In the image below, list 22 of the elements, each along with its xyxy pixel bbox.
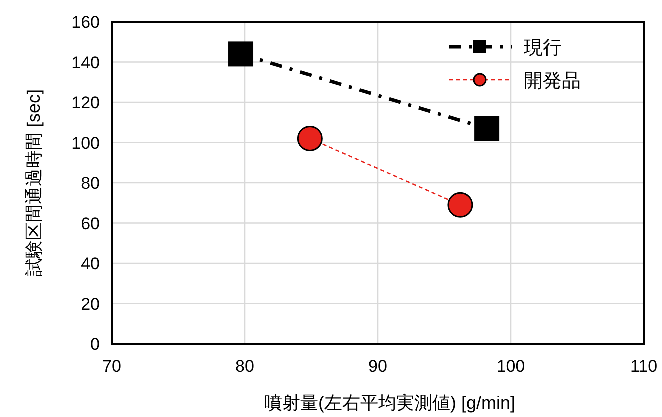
y-tick-label: 120 xyxy=(72,94,100,112)
point xyxy=(474,116,500,142)
y-axis-title: 試験区間通過時間 [sec] xyxy=(24,89,44,277)
y-tick-label: 40 xyxy=(81,254,100,274)
x-tick-label: 70 xyxy=(102,357,122,376)
x-axis-title: 噴射量(左右平均実測値) [g/min] xyxy=(264,393,516,413)
x-tick-label: 110 xyxy=(630,357,658,376)
y-tick-label: 160 xyxy=(72,13,100,32)
y-tick-label: 20 xyxy=(81,294,100,314)
y-tick-label: 60 xyxy=(81,214,100,234)
point xyxy=(297,126,323,152)
x-tick-label: 90 xyxy=(368,357,388,376)
y-tick-label: 80 xyxy=(81,174,100,193)
legend-label: 開発品 xyxy=(524,71,581,92)
y-tick-label: 0 xyxy=(90,335,100,354)
y-tick-label: 140 xyxy=(72,53,100,72)
x-tick-label: 100 xyxy=(496,357,526,376)
legend-label: 現行 xyxy=(524,38,562,59)
y-tick-label: 100 xyxy=(72,134,100,153)
point xyxy=(448,192,474,218)
x-tick-label: 80 xyxy=(236,357,254,376)
point xyxy=(228,42,254,67)
